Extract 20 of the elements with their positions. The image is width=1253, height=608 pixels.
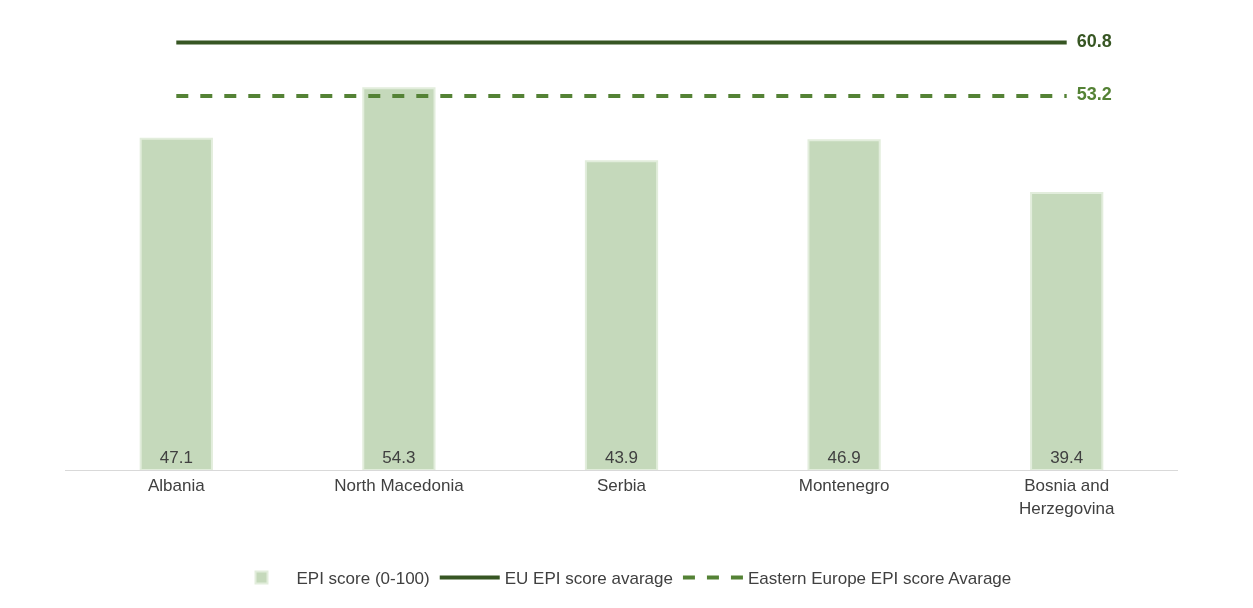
data-label: 47.1: [159, 448, 193, 467]
bar: [1030, 191, 1104, 470]
data-label: 60.8: [1076, 31, 1112, 51]
bar: [584, 160, 659, 470]
legend-label: Eastern Europe EPI score Avarage: [747, 569, 1012, 589]
x-tick-label: Albania: [147, 476, 206, 496]
data-label: 43.9: [604, 448, 639, 467]
data-label: 53.2: [1076, 84, 1112, 105]
x-tick-label: North Macedonia: [334, 476, 465, 496]
bar: [362, 87, 436, 470]
legend-label: EPI score (0-100): [296, 569, 430, 589]
data-label: 39.4: [1050, 448, 1084, 467]
x-tick-label: Montenegro: [798, 476, 890, 496]
legend-label: EU EPI score avarage: [504, 569, 673, 589]
data-label: 46.9: [827, 448, 861, 467]
bar: [139, 137, 213, 470]
x-tick-label: Serbia: [596, 476, 647, 496]
bar: [807, 139, 881, 470]
x-tick-label: Bosnia and Herzegovina: [1018, 476, 1115, 518]
data-label: 54.3: [382, 448, 416, 467]
